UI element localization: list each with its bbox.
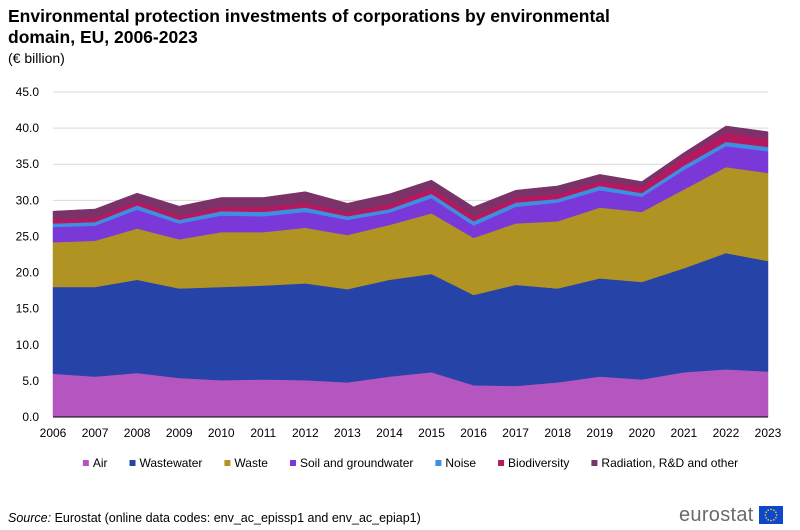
- x-tick-label: 2016: [460, 426, 487, 440]
- legend-label: Noise: [445, 456, 476, 470]
- flag-star: [767, 509, 769, 511]
- x-tick-label: 2020: [628, 426, 655, 440]
- legend-label: Wastewater: [140, 456, 203, 470]
- chart-title: Environmental protection investments of …: [8, 6, 610, 47]
- x-tick-label: 2013: [334, 426, 361, 440]
- source-label: Source:: [8, 511, 52, 525]
- eurostat-logo[interactable]: eurostat: [679, 503, 783, 527]
- x-tick-label: 2006: [40, 426, 67, 440]
- eu-flag-icon: [758, 506, 783, 524]
- x-tick-label: 2012: [292, 426, 319, 440]
- x-tick-label: 2007: [82, 426, 109, 440]
- flag-star: [769, 508, 772, 511]
- source-text: Eurostat (online data codes: env_ac_epis…: [51, 511, 421, 525]
- legend-label: Biodiversity: [508, 456, 569, 470]
- x-tick-label: 2018: [544, 426, 571, 440]
- flag-star: [772, 519, 775, 521]
- y-tick-label: 40.0: [16, 121, 40, 135]
- x-tick-label: 2021: [671, 426, 698, 440]
- y-tick-label: 25.0: [16, 229, 40, 243]
- legend-label: Air: [93, 456, 108, 470]
- flag-star: [775, 514, 778, 516]
- area-series-air: [52, 369, 769, 418]
- legend-swatch: [129, 460, 136, 466]
- flag-star: [772, 509, 775, 511]
- eurostat-logo-text: eurostat: [679, 503, 754, 526]
- flag-star: [767, 519, 769, 521]
- y-tick-label: 5.0: [22, 374, 39, 388]
- source-note: Source: Eurostat (online data codes: env…: [8, 511, 421, 525]
- y-tick-label: 15.0: [16, 302, 40, 316]
- area-series-radiation-r-d-and-other: [52, 125, 769, 220]
- x-tick-label: 2014: [376, 426, 403, 440]
- legend-label: Radiation, R&D and other: [601, 456, 738, 470]
- legend-swatch: [289, 460, 296, 466]
- x-tick-label: 2019: [586, 426, 613, 440]
- flag-star: [774, 511, 777, 513]
- flag-star: [764, 514, 766, 516]
- legend-label: Waste: [234, 456, 268, 470]
- x-tick-label: 2022: [713, 426, 740, 440]
- y-tick-label: 0.0: [22, 410, 39, 424]
- legend-swatch: [498, 460, 505, 466]
- x-tick-label: 2017: [502, 426, 529, 440]
- flag-star: [765, 511, 767, 513]
- x-tick-label: 2023: [755, 426, 782, 440]
- legend-swatch: [435, 460, 442, 466]
- flag-star: [769, 519, 772, 522]
- x-tick-label: 2009: [166, 426, 193, 440]
- y-tick-label: 20.0: [16, 266, 40, 280]
- y-tick-label: 10.0: [16, 338, 40, 352]
- y-tick-label: 45.0: [16, 85, 40, 99]
- y-tick-label: 30.0: [16, 193, 40, 207]
- flag-star: [765, 517, 767, 519]
- x-tick-label: 2015: [418, 426, 445, 440]
- stacked-area-chart: 0.0 5.0 10.0 15.0 20.0 25.0 30.0 35.0 40.0 45.0 20…: [16, 85, 782, 470]
- flag-background: [758, 506, 783, 524]
- x-tick-label: 2010: [208, 426, 235, 440]
- x-tick-label: 2008: [124, 426, 151, 440]
- legend-swatch: [82, 460, 89, 466]
- chart-subtitle: (€ billion): [8, 50, 65, 66]
- x-tick-label: 2011: [250, 426, 276, 440]
- flag-star: [774, 517, 777, 519]
- legend-swatch: [591, 460, 598, 466]
- legend-swatch: [224, 460, 231, 466]
- legend-label: Soil and groundwater: [300, 456, 413, 470]
- y-tick-label: 35.0: [16, 157, 40, 171]
